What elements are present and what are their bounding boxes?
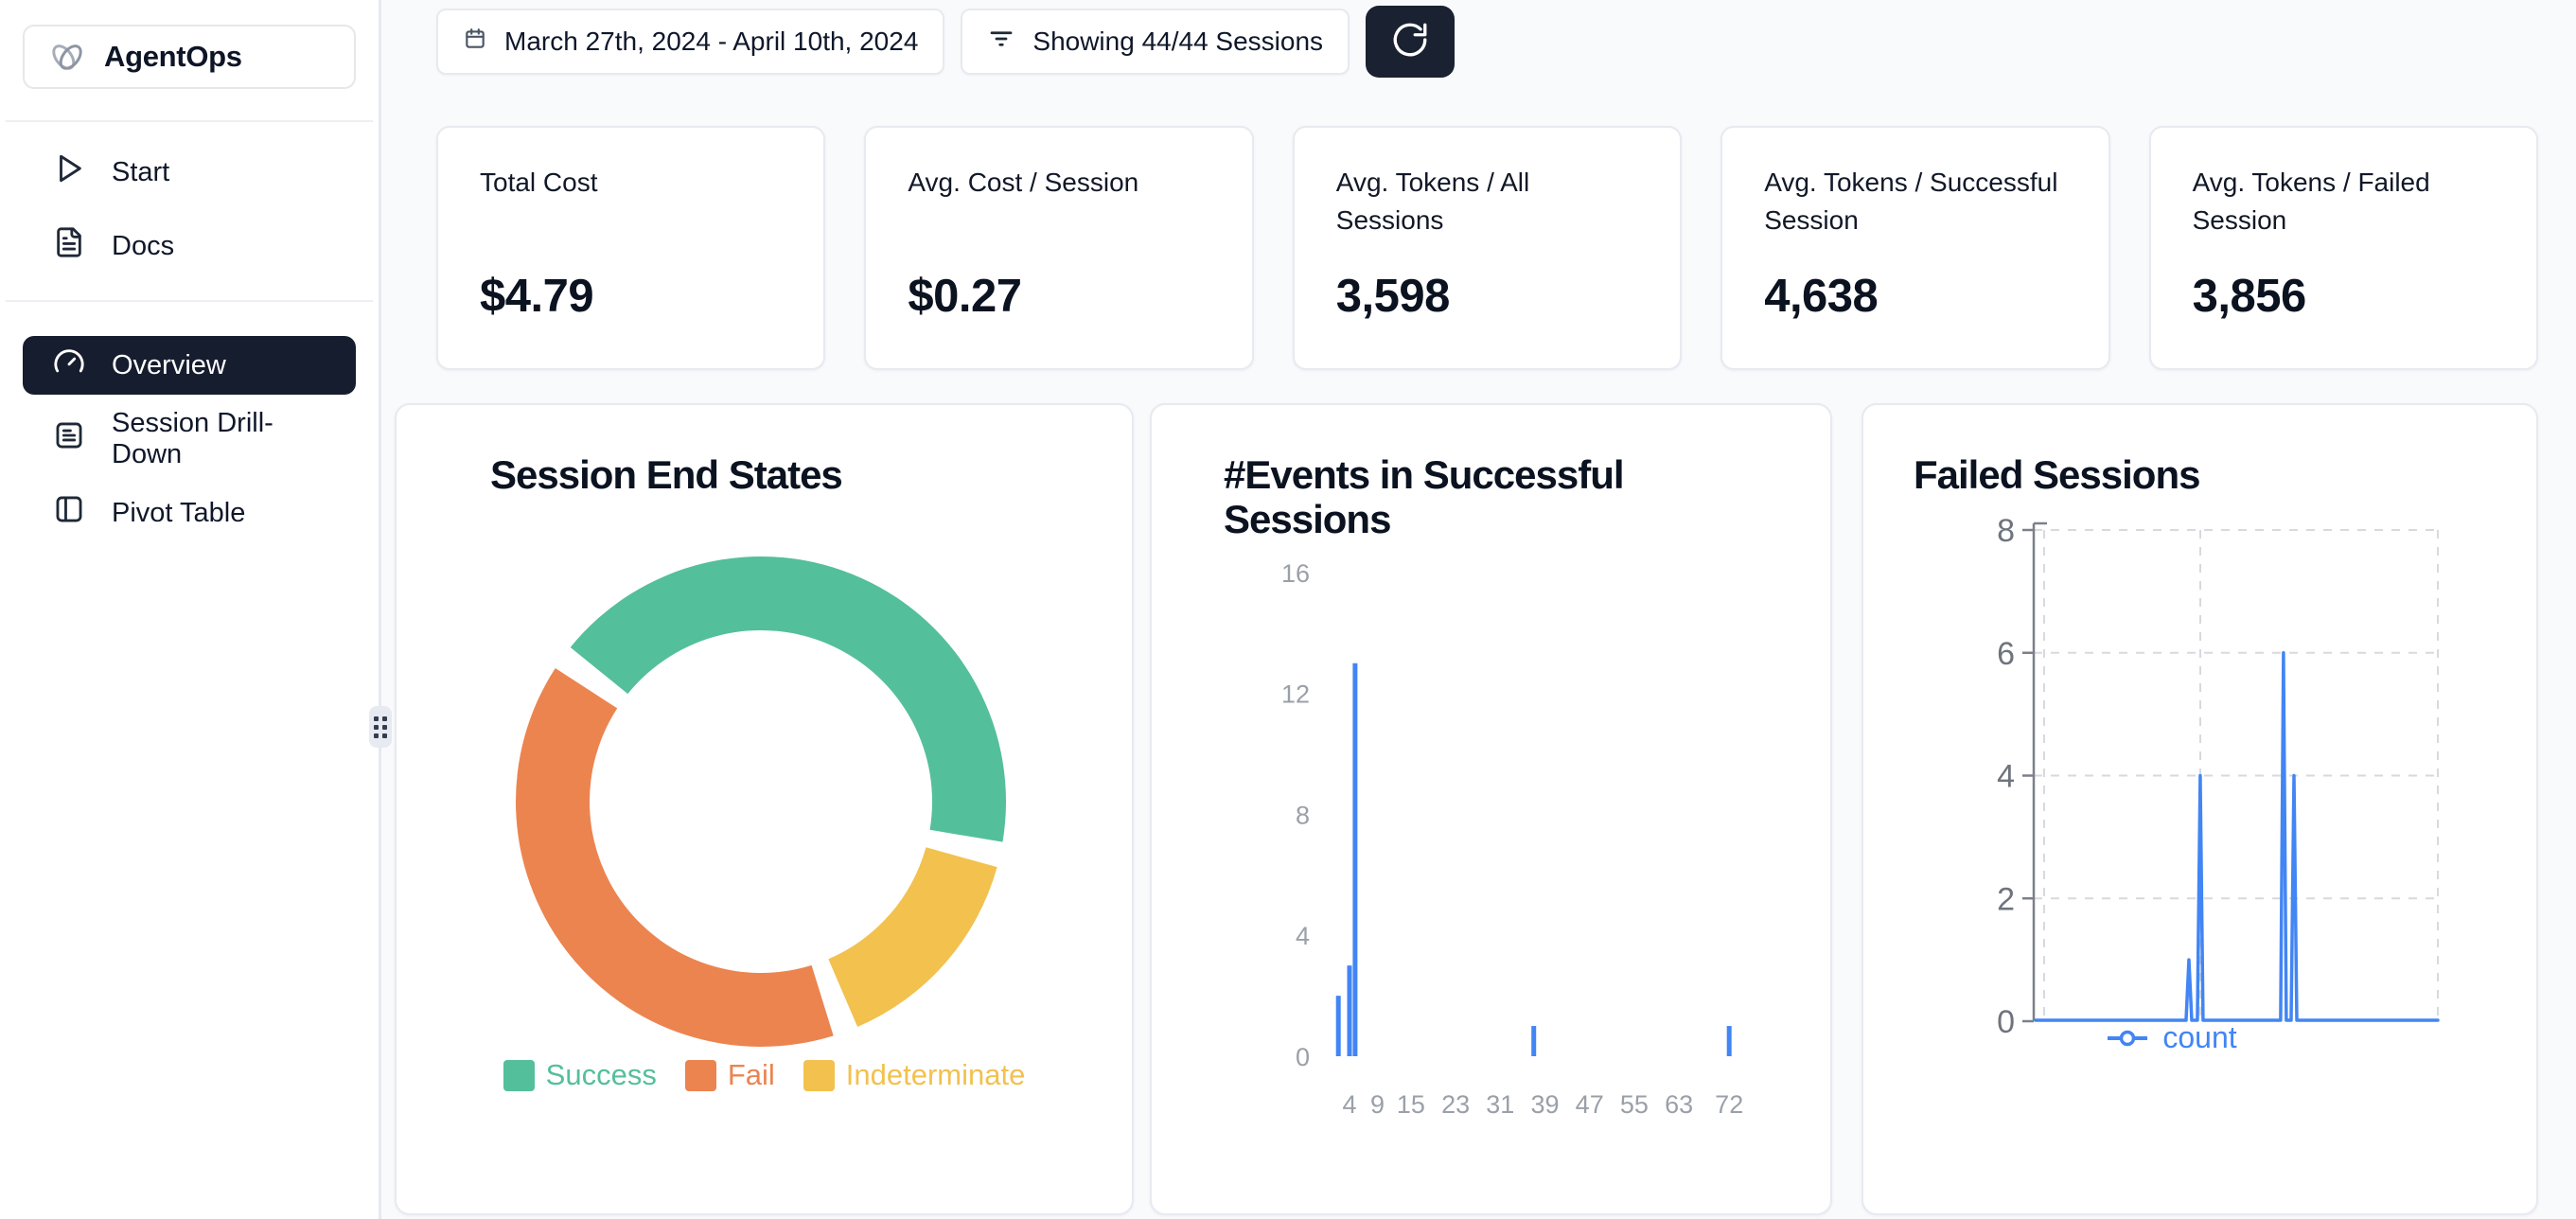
sidebar-item-session-drill-down[interactable]: Session Drill-Down — [23, 408, 356, 469]
stat-card-avg-tokens-all: Avg. Tokens / All Sessions 3,598 — [1292, 126, 1683, 370]
svg-text:0: 0 — [1296, 1043, 1310, 1071]
stat-value: 3,598 — [1335, 271, 1451, 322]
main-content: March 27th, 2024 - April 10th, 2024 Show… — [381, 0, 2576, 1219]
legend-item-success[interactable]: Success — [503, 1058, 657, 1092]
svg-text:4: 4 — [1296, 922, 1310, 950]
panel-left-icon — [53, 493, 85, 533]
legend-item-indeterminate[interactable]: Indeterminate — [803, 1058, 1026, 1092]
sidebar-item-label: Docs — [112, 230, 175, 261]
stat-label: Total Cost — [480, 168, 598, 197]
failed-sessions-chart[interactable]: 0 2 4 6 8 — [1863, 405, 2536, 1213]
svg-text:12: 12 — [1281, 680, 1310, 709]
sidebar-item-overview[interactable]: Overview — [23, 336, 356, 395]
stat-value: $0.27 — [908, 271, 1022, 322]
drag-dots-icon — [374, 716, 387, 738]
svg-text:16: 16 — [1281, 559, 1310, 588]
legend-swatch-fail — [684, 1059, 716, 1091]
sidebar-divider — [6, 300, 373, 302]
svg-text:8: 8 — [1997, 513, 2015, 549]
legend-swatch-success — [503, 1059, 535, 1091]
sidebar-item-label: Overview — [112, 349, 226, 380]
svg-text:4: 4 — [1997, 759, 2015, 795]
svg-text:2: 2 — [1997, 881, 2015, 917]
sidebar-item-start[interactable]: Start — [23, 143, 356, 202]
stat-card-avg-tokens-failed: Avg. Tokens / Failed Session 3,856 — [2148, 126, 2538, 370]
svg-text:39: 39 — [1530, 1090, 1559, 1119]
stat-label: Avg. Cost / Session — [908, 168, 1139, 197]
count-legend-label: count — [2162, 1020, 2237, 1054]
sidebar-item-label: Pivot Table — [112, 497, 246, 528]
legend-swatch-indeterminate — [803, 1059, 835, 1091]
refresh-icon — [1390, 20, 1430, 64]
stat-card-total-cost: Total Cost $4.79 — [436, 126, 826, 370]
sidebar-resize-handle[interactable] — [369, 706, 392, 748]
app-name: AgentOps — [104, 40, 242, 73]
stat-value: 3,856 — [2192, 271, 2307, 322]
events-histogram-card: #Events in Successful Sessions 0 4 8 12 16 4 9… — [1150, 403, 1832, 1215]
failed-sessions-card: Failed Sessions 0 2 4 6 8 count — [1861, 403, 2538, 1215]
chart-title: Failed Sessions — [1914, 452, 2200, 497]
sidebar-item-pivot-table[interactable]: Pivot Table — [23, 484, 356, 542]
svg-text:23: 23 — [1441, 1090, 1470, 1119]
svg-text:31: 31 — [1486, 1090, 1514, 1119]
sessions-filter-button[interactable]: Showing 44/44 Sessions — [961, 9, 1350, 75]
sidebar-item-docs[interactable]: Docs — [23, 217, 356, 275]
svg-text:15: 15 — [1397, 1090, 1425, 1119]
toolbar: March 27th, 2024 - April 10th, 2024 Show… — [436, 6, 2538, 78]
svg-text:0: 0 — [1997, 1004, 2015, 1040]
list-box-icon — [53, 419, 85, 459]
session-end-states-donut[interactable] — [397, 405, 1132, 1213]
docs-icon — [53, 226, 85, 266]
svg-text:72: 72 — [1715, 1090, 1743, 1119]
sidebar-divider — [6, 120, 373, 122]
sidebar-nav: Start Docs Overview Session Drill-Down — [0, 143, 379, 542]
filter-lines-icon — [987, 25, 1015, 60]
calendar-icon — [463, 26, 487, 58]
stat-label: Avg. Tokens / Successful Session — [1764, 168, 2058, 236]
session-end-states-card: Session End States Success Fail Indeterm… — [395, 403, 1134, 1215]
chart-title: Session End States — [490, 452, 843, 497]
pie-legend: Success Fail Indeterminate — [397, 1058, 1132, 1092]
sidebar-item-label: Start — [112, 156, 170, 187]
svg-text:9: 9 — [1370, 1090, 1385, 1119]
paperclip-logo-icon — [47, 35, 87, 80]
stat-card-avg-cost-session: Avg. Cost / Session $0.27 — [864, 126, 1254, 370]
charts-row: Session End States Success Fail Indeterm… — [395, 403, 2538, 1215]
legend-label: Indeterminate — [845, 1058, 1026, 1091]
app-logo[interactable]: AgentOps — [23, 25, 356, 89]
stat-card-avg-tokens-successful: Avg. Tokens / Successful Session 4,638 — [1720, 126, 2110, 370]
chart-title: #Events in Successful Sessions — [1224, 452, 1625, 542]
stat-label: Avg. Tokens / All Sessions — [1335, 168, 1530, 236]
svg-text:47: 47 — [1576, 1090, 1604, 1119]
count-legend[interactable]: count — [1835, 1020, 2508, 1055]
gauge-icon — [53, 345, 85, 385]
sidebar: AgentOps Start Docs Overview — [0, 0, 392, 1219]
svg-text:8: 8 — [1296, 801, 1310, 829]
svg-text:63: 63 — [1665, 1090, 1693, 1119]
stat-label: Avg. Tokens / Failed Session — [2192, 168, 2430, 236]
legend-label: Fail — [727, 1058, 775, 1091]
line-series-marker-icon — [2106, 1020, 2149, 1055]
svg-text:55: 55 — [1620, 1090, 1649, 1119]
sidebar-item-label: Session Drill-Down — [112, 408, 273, 469]
legend-item-fail[interactable]: Fail — [684, 1058, 775, 1092]
svg-text:4: 4 — [1342, 1090, 1356, 1119]
sessions-filter-label: Showing 44/44 Sessions — [1032, 26, 1324, 56]
refresh-button[interactable] — [1366, 6, 1456, 78]
stat-value: $4.79 — [480, 271, 594, 322]
stat-value: 4,638 — [1764, 271, 1879, 322]
date-range-button[interactable]: March 27th, 2024 - April 10th, 2024 — [436, 9, 945, 75]
play-icon — [53, 152, 85, 192]
legend-label: Success — [545, 1058, 657, 1091]
date-range-label: March 27th, 2024 - April 10th, 2024 — [504, 26, 919, 56]
svg-text:6: 6 — [1997, 636, 2015, 672]
stats-row: Total Cost $4.79 Avg. Cost / Session $0.… — [436, 126, 2538, 370]
